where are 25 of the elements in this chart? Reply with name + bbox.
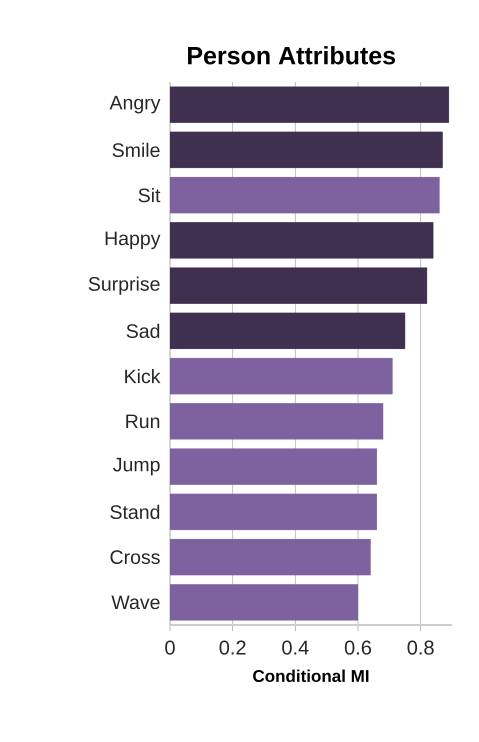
y-tick-label: Kick — [125, 368, 160, 384]
y-tick-label: Wave — [111, 596, 160, 610]
y-tick-label: Surprise — [88, 276, 160, 295]
y-tick-label: Happy — [106, 232, 160, 250]
y-tick-label: Sit — [138, 188, 160, 202]
bar — [170, 312, 406, 350]
y-tick-label: Cross — [110, 550, 160, 564]
bar — [170, 222, 434, 259]
y-tick-label: Jump — [113, 458, 160, 476]
x-axis-title: Conditional MI — [253, 670, 368, 682]
bar — [170, 403, 384, 440]
x-tick-label: 0.2 — [220, 640, 246, 655]
bar — [170, 584, 358, 621]
chart-title: Person Attributes — [188, 46, 396, 64]
y-tick-label: Smile — [112, 142, 160, 158]
x-tick-label: 0.8 — [408, 640, 434, 655]
x-tick-label: 0 — [165, 640, 175, 655]
y-tick-label: Angry — [110, 96, 160, 114]
x-tick-label: 0.4 — [282, 640, 309, 655]
y-tick-label: Sad — [126, 324, 160, 338]
bar — [170, 267, 428, 304]
y-tick-label: Run — [126, 414, 160, 428]
y-tick-label: Stand — [110, 504, 160, 520]
bar — [170, 86, 450, 123]
x-tick-label: 0.6 — [344, 640, 372, 655]
